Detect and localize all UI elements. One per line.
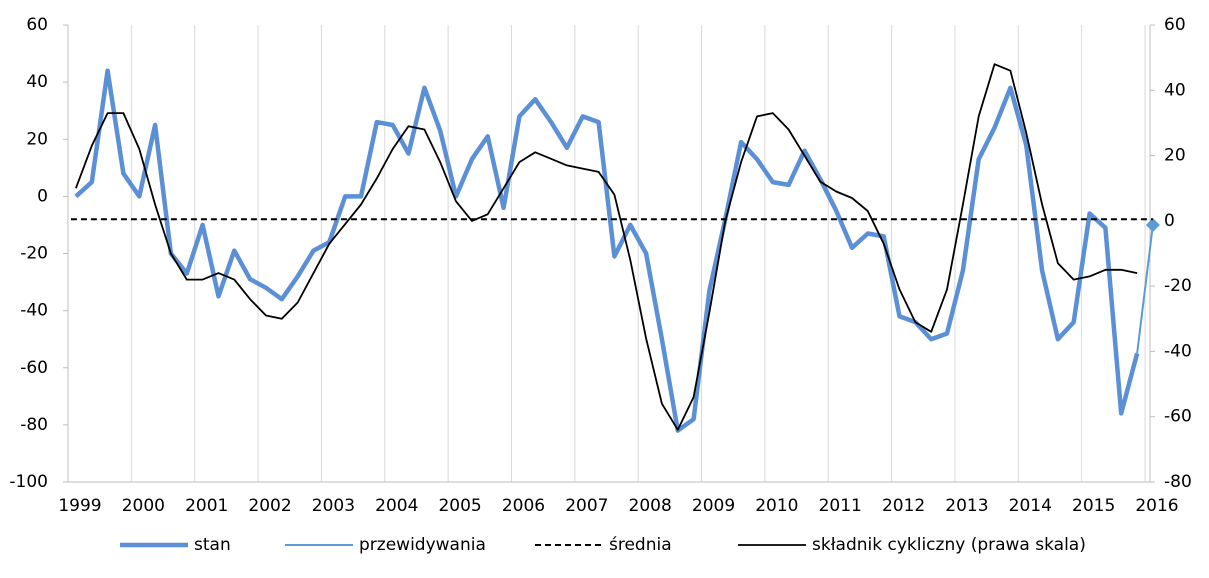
x-tick-label: 2009 bbox=[692, 496, 735, 516]
y2-tick-label: -60 bbox=[1164, 407, 1192, 427]
y2-tick-label: 40 bbox=[1164, 80, 1186, 100]
y-tick-label: -20 bbox=[20, 244, 48, 264]
y2-tick-label: 60 bbox=[1164, 15, 1186, 35]
x-tick-label: 2001 bbox=[185, 496, 228, 516]
y-tick-label: -100 bbox=[9, 472, 48, 492]
y2-tick-label: -20 bbox=[1164, 276, 1192, 296]
y2-tick-label: 0 bbox=[1164, 211, 1175, 231]
y2-tick-label: -80 bbox=[1164, 472, 1192, 492]
x-tick-label: 2005 bbox=[438, 496, 481, 516]
x-tick-label: 2002 bbox=[248, 496, 291, 516]
y-tick-label: 20 bbox=[26, 129, 48, 149]
legend-label: przewidywania bbox=[359, 535, 486, 555]
x-tick-label: 2011 bbox=[819, 496, 862, 516]
y-tick-label: 40 bbox=[26, 72, 48, 92]
legend-label: składnik cykliczny (prawa skala) bbox=[812, 535, 1086, 555]
y-tick-label: 60 bbox=[26, 15, 48, 35]
legend-label: średnia bbox=[609, 535, 672, 555]
x-tick-label: 2006 bbox=[502, 496, 545, 516]
x-tick-label: 2014 bbox=[1009, 496, 1052, 516]
x-tick-label: 2008 bbox=[629, 496, 672, 516]
y-tick-label: -80 bbox=[20, 415, 48, 435]
series-line bbox=[74, 68, 1140, 433]
y2-tick-label: 20 bbox=[1164, 146, 1186, 166]
y-tick-label: -40 bbox=[20, 301, 48, 321]
legend-label: stan bbox=[194, 535, 231, 555]
x-tick-label: 2007 bbox=[565, 496, 608, 516]
y-tick-label: -60 bbox=[20, 358, 48, 378]
x-tick-label: 2010 bbox=[755, 496, 798, 516]
x-tick-label: 2003 bbox=[312, 496, 355, 516]
x-tick-label: 2000 bbox=[122, 496, 165, 516]
marker bbox=[1145, 217, 1160, 232]
x-tick-label: 2015 bbox=[1072, 496, 1115, 516]
x-tick-label: 2013 bbox=[945, 496, 988, 516]
x-tick-label: 2012 bbox=[882, 496, 925, 516]
series-line bbox=[75, 63, 1138, 431]
y2-tick-label: -40 bbox=[1164, 341, 1192, 361]
y-tick-label: 0 bbox=[37, 186, 48, 206]
x-tick-label: 2016 bbox=[1135, 496, 1178, 516]
series-line bbox=[1136, 224, 1154, 354]
x-tick-label: 1999 bbox=[58, 496, 101, 516]
x-tick-label: 2004 bbox=[375, 496, 418, 516]
